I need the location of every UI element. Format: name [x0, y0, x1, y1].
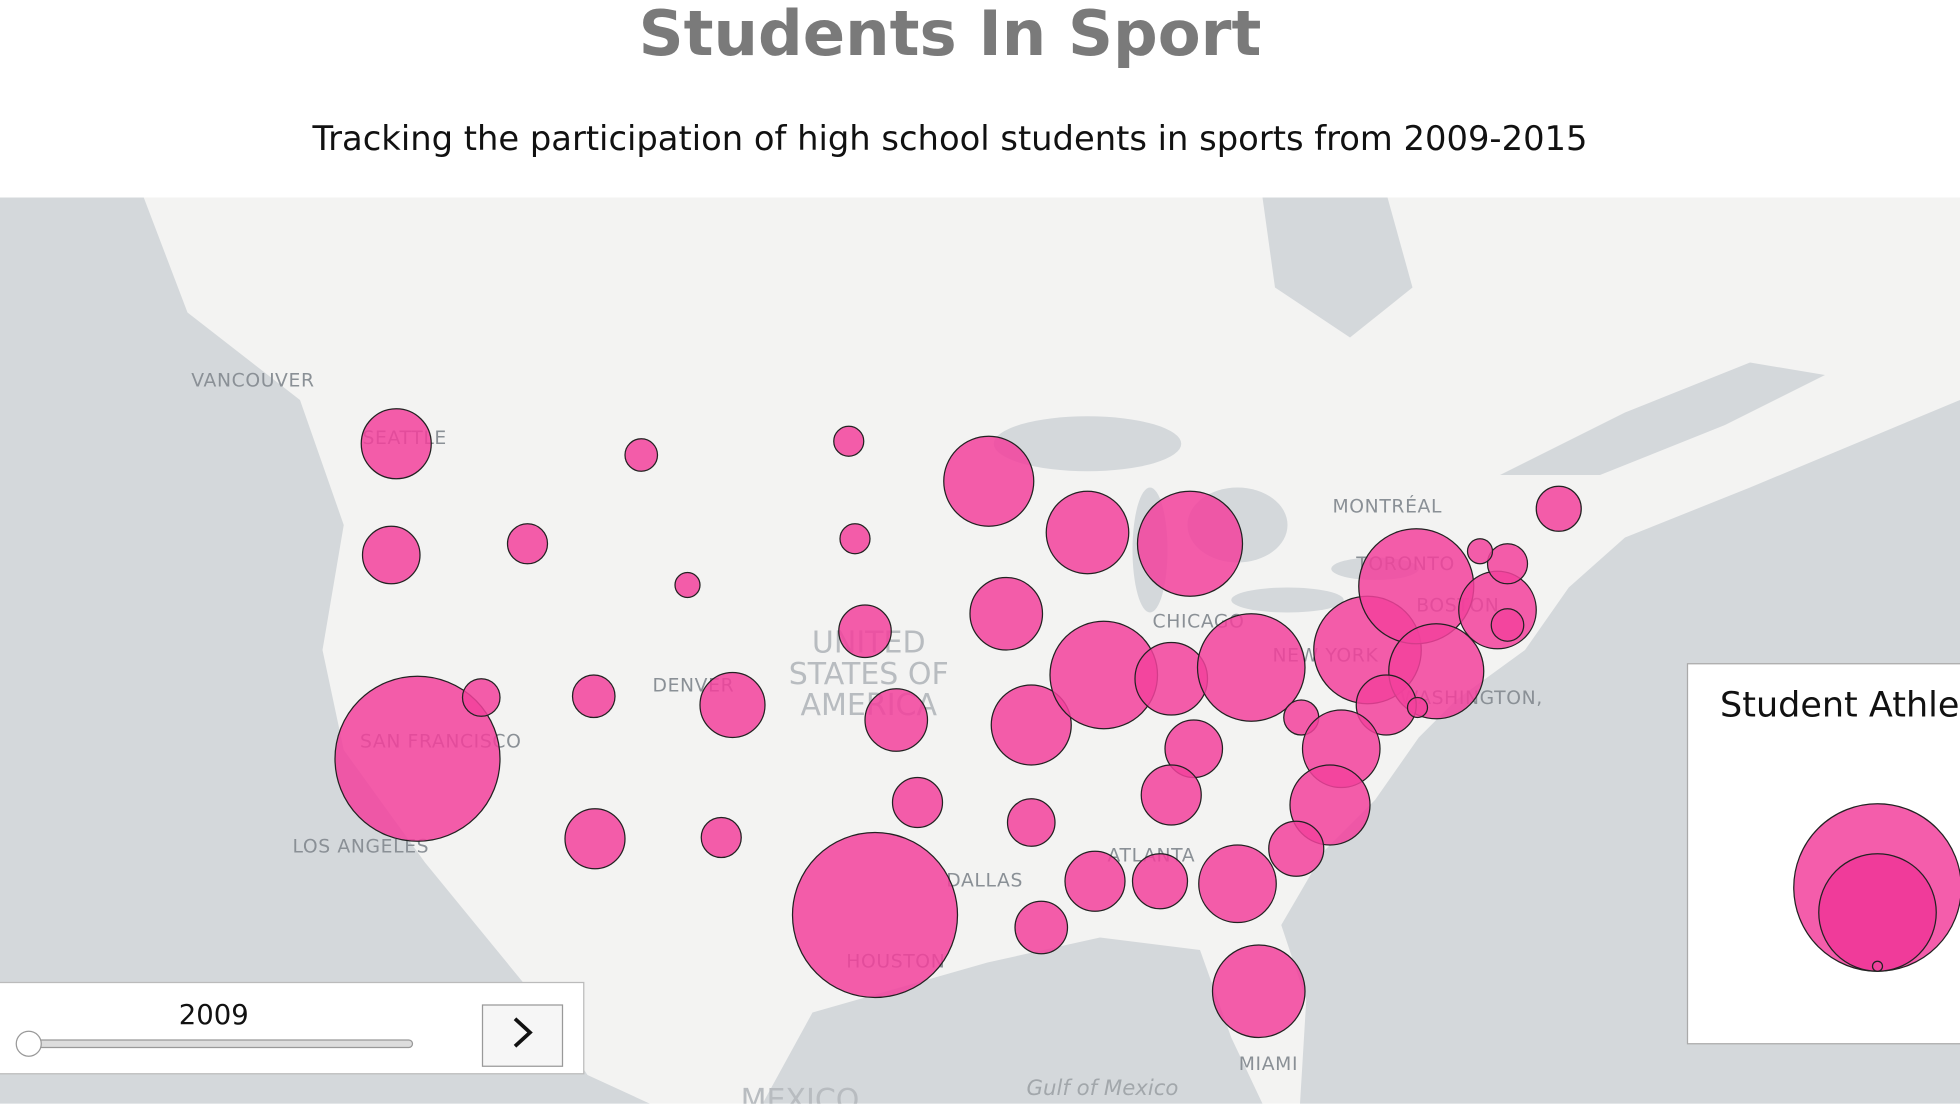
state-bubble[interactable]: [791, 831, 959, 999]
city-label: DALLAS: [946, 870, 1023, 891]
legend-bubble: [1871, 960, 1884, 972]
city-label: MIAMI: [1239, 1054, 1298, 1075]
state-bubble[interactable]: [943, 435, 1035, 527]
slider-track[interactable]: [26, 1039, 414, 1049]
state-bubble[interactable]: [334, 675, 501, 842]
hudson-bay: [1262, 197, 1413, 338]
state-bubble[interactable]: [1358, 528, 1475, 645]
state-bubble[interactable]: [1466, 538, 1494, 565]
next-button[interactable]: [481, 1004, 564, 1067]
state-bubble[interactable]: [969, 576, 1044, 651]
state-bubble[interactable]: [1196, 613, 1306, 722]
st-lawrence: [1500, 362, 1825, 475]
bubbles: [334, 408, 1582, 1039]
state-bubble[interactable]: [1136, 490, 1244, 597]
state-bubble[interactable]: [1268, 820, 1325, 877]
state-bubble[interactable]: [833, 425, 865, 457]
legend: Student Athletes: [1686, 663, 1960, 1045]
legend-title: Student Athletes: [1720, 685, 1960, 725]
state-bubble[interactable]: [1014, 900, 1069, 955]
state-bubble[interactable]: [1045, 490, 1130, 575]
state-bubble[interactable]: [1406, 696, 1429, 719]
slider-thumb[interactable]: [15, 1030, 42, 1057]
state-bubble[interactable]: [891, 776, 944, 829]
year-control: 2009: [0, 981, 585, 1075]
state-bubble[interactable]: [990, 684, 1072, 766]
state-bubble[interactable]: [1064, 850, 1126, 912]
country-label: MEXICO: [741, 1083, 860, 1104]
next-icon: [513, 1017, 533, 1048]
year-label: 2009: [179, 999, 249, 1031]
state-bubble[interactable]: [506, 523, 549, 565]
state-bubble[interactable]: [360, 408, 432, 480]
gulf: [762, 937, 1263, 1104]
state-bubble[interactable]: [1134, 641, 1209, 716]
state-bubble[interactable]: [1198, 844, 1277, 924]
state-bubble[interactable]: [700, 816, 742, 859]
state-bubble[interactable]: [571, 674, 616, 719]
state-bubble[interactable]: [699, 671, 766, 739]
city-label: LOS ANGELES: [293, 837, 430, 858]
pacific: [0, 197, 650, 1104]
legend-bubble: [1818, 853, 1937, 972]
city-label: MONTRÉAL: [1333, 495, 1443, 518]
state-bubble[interactable]: [1140, 764, 1202, 826]
lake-superior: [993, 416, 1182, 472]
state-bubble[interactable]: [1131, 853, 1189, 910]
state-bubble[interactable]: [1535, 485, 1582, 532]
state-bubble[interactable]: [1211, 944, 1306, 1039]
state-bubble[interactable]: [461, 678, 501, 717]
state-bubble[interactable]: [674, 571, 701, 599]
country-label: STATES OF: [789, 657, 949, 692]
state-bubble[interactable]: [1006, 798, 1056, 847]
city-label: VANCOUVER: [191, 370, 314, 391]
lake-erie: [1231, 587, 1344, 613]
state-bubble[interactable]: [864, 688, 929, 752]
state-bubble[interactable]: [564, 808, 626, 870]
state-bubble[interactable]: [839, 523, 871, 555]
state-bubble[interactable]: [1490, 608, 1525, 642]
map: VANCOUVER SEATTLE MONTRÉAL TORONTO CHICA…: [0, 197, 1960, 1104]
water-label: Gulf of Mexico: [1027, 1076, 1179, 1101]
state-bubble[interactable]: [1486, 543, 1529, 585]
state-bubble[interactable]: [624, 438, 659, 472]
page-title: Students In Sport: [639, 0, 1262, 70]
state-bubble[interactable]: [361, 525, 421, 585]
state-bubble[interactable]: [838, 604, 892, 659]
page-subtitle: Tracking the participation of high schoo…: [312, 119, 1588, 158]
